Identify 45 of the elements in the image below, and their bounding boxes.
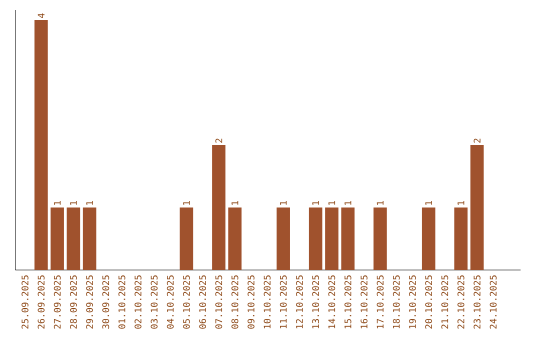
data-label: 1 (86, 201, 93, 205)
x-tick-label: 12.10.2025 (296, 275, 303, 328)
x-tick-label: 20.10.2025 (425, 275, 432, 329)
data-label: 4 (38, 13, 44, 18)
x-tick-label: 26.09.2025 (38, 275, 45, 329)
x-tick-label: 01.10.2025 (118, 275, 126, 329)
x-tick-label: 27.09.2025 (54, 275, 61, 329)
data-label: 1 (376, 201, 384, 205)
x-tick-label: 02.10.2025 (134, 275, 142, 329)
data-label: 1 (425, 201, 432, 205)
x-tick-label: 25.09.2025 (22, 275, 28, 329)
x-tick-label: 24.10.2025 (490, 275, 497, 329)
data-label: 2 (215, 138, 222, 143)
x-tick-label: 13.10.2025 (312, 275, 320, 328)
x-tick-label: 14.10.2025 (328, 275, 336, 328)
data-label: 1 (312, 201, 319, 205)
x-tick-label: 15.10.2025 (344, 275, 352, 328)
data-label: 1 (232, 201, 238, 205)
x-tick-label: 18.10.2025 (392, 275, 400, 328)
x-tick-label: 21.10.2025 (441, 275, 448, 329)
x-tick-label: 29.09.2025 (86, 275, 94, 329)
data-label: 1 (280, 201, 287, 205)
x-tick-label: 22.10.2025 (457, 275, 464, 329)
x-tick-label: 30.09.2025 (102, 275, 110, 329)
x-tick-label: 19.10.2025 (409, 275, 416, 328)
data-label: 1 (328, 201, 336, 205)
x-tick-label: 17.10.2025 (376, 275, 384, 328)
x-tick-label: 10.10.2025 (264, 275, 271, 328)
data-label: 1 (70, 201, 77, 205)
data-label: 1 (344, 201, 352, 205)
x-tick-label: 08.10.2025 (231, 275, 238, 329)
x-tick-label: 06.10.2025 (199, 275, 206, 329)
data-label: 1 (458, 201, 464, 205)
data-label: 2 (474, 138, 480, 143)
x-tick-label: 07.10.2025 (215, 275, 222, 329)
x-tick-label: 23.10.2025 (474, 275, 480, 329)
data-label: 1 (183, 201, 190, 205)
x-tick-label: 04.10.2025 (166, 275, 174, 329)
x-tick-label: 05.10.2025 (183, 275, 190, 329)
data-label: 1 (54, 201, 61, 205)
x-tick-label: 11.10.2025 (280, 275, 287, 328)
x-tick-label: 16.10.2025 (360, 275, 368, 328)
x-tick-label: 28.09.2025 (70, 275, 77, 329)
x-tick-label: 09.10.2025 (248, 275, 254, 329)
x-tick-label: 03.10.2025 (150, 275, 158, 329)
